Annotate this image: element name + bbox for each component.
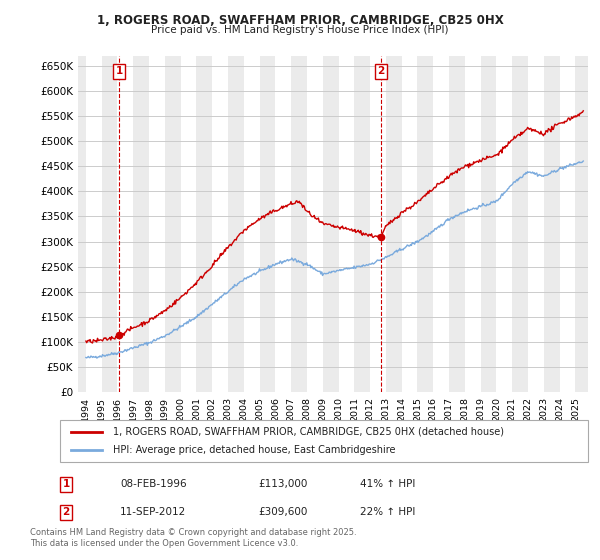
Text: 11-SEP-2012: 11-SEP-2012 [120,507,186,517]
Bar [260,56,275,392]
Text: 2: 2 [62,507,70,517]
Text: 22% ↑ HPI: 22% ↑ HPI [360,507,415,517]
Text: £113,000: £113,000 [258,479,307,489]
Text: Contains HM Land Registry data © Crown copyright and database right 2025.
This d: Contains HM Land Registry data © Crown c… [30,528,356,548]
Text: 1, ROGERS ROAD, SWAFFHAM PRIOR, CAMBRIDGE, CB25 0HX: 1, ROGERS ROAD, SWAFFHAM PRIOR, CAMBRIDG… [97,14,503,27]
Text: 2: 2 [377,66,385,76]
Bar [575,56,591,392]
Bar [323,56,338,392]
Text: HPI: Average price, detached house, East Cambridgeshire: HPI: Average price, detached house, East… [113,445,395,455]
Bar [449,56,465,392]
Bar [481,56,496,392]
Text: £309,600: £309,600 [258,507,307,517]
Text: 41% ↑ HPI: 41% ↑ HPI [360,479,415,489]
Bar [133,56,149,392]
Bar [228,56,244,392]
Text: 1, ROGERS ROAD, SWAFFHAM PRIOR, CAMBRIDGE, CB25 0HX (detached house): 1, ROGERS ROAD, SWAFFHAM PRIOR, CAMBRIDG… [113,427,504,437]
Bar [165,56,181,392]
Bar [512,56,528,392]
Bar [291,56,307,392]
FancyBboxPatch shape [60,420,588,462]
Bar [101,56,118,392]
Bar [386,56,401,392]
Text: 1: 1 [115,66,122,76]
Bar [355,56,370,392]
Text: Price paid vs. HM Land Registry's House Price Index (HPI): Price paid vs. HM Land Registry's House … [151,25,449,35]
Text: 1: 1 [62,479,70,489]
Bar [70,56,86,392]
Bar [418,56,433,392]
Text: 08-FEB-1996: 08-FEB-1996 [120,479,187,489]
Bar [196,56,212,392]
Bar [544,56,560,392]
